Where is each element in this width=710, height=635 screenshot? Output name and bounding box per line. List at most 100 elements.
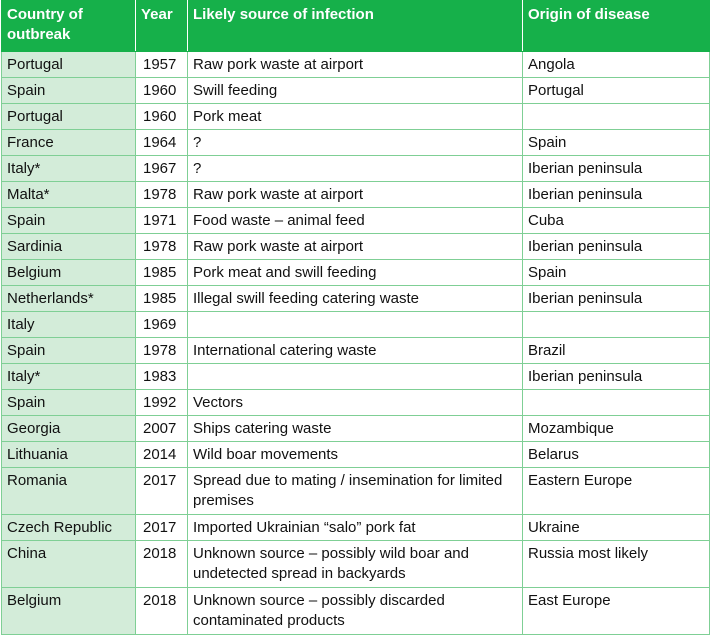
cell-source: ? bbox=[187, 155, 523, 182]
cell-origin: Eastern Europe bbox=[522, 467, 710, 515]
cell-source: Food waste – animal feed bbox=[187, 207, 523, 234]
table-row: Lithuania 2014 Wild boar movements Belarus bbox=[1, 441, 710, 468]
cell-country: Spain bbox=[1, 207, 136, 234]
cell-year: 1985 bbox=[135, 259, 188, 286]
cell-origin: Angola bbox=[522, 51, 710, 78]
cell-origin: Iberian peninsula bbox=[522, 155, 710, 182]
cell-origin: Iberian peninsula bbox=[522, 363, 710, 390]
cell-country: Belgium bbox=[1, 259, 136, 286]
cell-year: 1960 bbox=[135, 103, 188, 130]
table-row: France 1964? Spain bbox=[1, 129, 710, 156]
cell-source bbox=[187, 363, 523, 390]
cell-source: Raw pork waste at airport bbox=[187, 233, 523, 260]
cell-country: Spain bbox=[1, 337, 136, 364]
table-row: Netherlands* 1985 Illegal swill feeding ca… bbox=[1, 285, 710, 312]
cell-country: Italy bbox=[1, 311, 136, 338]
cell-source: Pork meat and swill feeding bbox=[187, 259, 523, 286]
cell-year: 1969 bbox=[135, 311, 188, 338]
cell-source: Raw pork waste at airport bbox=[187, 51, 523, 78]
cell-year: 1978 bbox=[135, 233, 188, 260]
cell-country: Portugal bbox=[1, 103, 136, 130]
cell-year: 2007 bbox=[135, 415, 188, 442]
header-country: Country of outbreak bbox=[1, 0, 136, 52]
cell-source: Wild boar movements bbox=[187, 441, 523, 468]
cell-year: 1978 bbox=[135, 337, 188, 364]
cell-origin: Belarus bbox=[522, 441, 710, 468]
table-row: Italy* 1983 Iberian peninsula bbox=[1, 363, 710, 390]
cell-year: 1957 bbox=[135, 51, 188, 78]
table-row: Portugal 1957 Raw pork waste at airport Ang… bbox=[1, 51, 710, 78]
table-header: Country of outbreak Year Likely source o… bbox=[1, 0, 710, 52]
cell-source: Unknown source – possibly discarded cont… bbox=[187, 587, 523, 635]
header-source: Likely source of infection bbox=[187, 0, 523, 52]
cell-country: Malta* bbox=[1, 181, 136, 208]
cell-source: Vectors bbox=[187, 389, 523, 416]
header-row: Country of outbreak Year Likely source o… bbox=[1, 0, 710, 52]
cell-year: 1985 bbox=[135, 285, 188, 312]
cell-year: 2018 bbox=[135, 540, 188, 588]
table-row: Czech Republic 2017 Imported Ukrainian “sa… bbox=[1, 514, 710, 541]
cell-origin: Iberian peninsula bbox=[522, 233, 710, 260]
cell-source: Swill feeding bbox=[187, 77, 523, 104]
cell-source: Raw pork waste at airport bbox=[187, 181, 523, 208]
cell-origin bbox=[522, 389, 710, 416]
cell-country: Sardinia bbox=[1, 233, 136, 260]
cell-origin bbox=[522, 311, 710, 338]
cell-origin: Cuba bbox=[522, 207, 710, 234]
cell-origin: Iberian peninsula bbox=[522, 285, 710, 312]
cell-year: 1978 bbox=[135, 181, 188, 208]
cell-year: 1964 bbox=[135, 129, 188, 156]
table-body: Portugal 1957 Raw pork waste at airport Ang… bbox=[1, 51, 710, 635]
cell-country: Romania bbox=[1, 467, 136, 515]
table-row: Sardinia 1978 Raw pork waste at airport Ibe… bbox=[1, 233, 710, 260]
cell-year: 2017 bbox=[135, 467, 188, 515]
cell-origin: Russia most likely bbox=[522, 540, 710, 588]
cell-origin: Portugal bbox=[522, 77, 710, 104]
cell-origin: Brazil bbox=[522, 337, 710, 364]
cell-origin: Ukraine bbox=[522, 514, 710, 541]
cell-source: Imported Ukrainian “salo” pork fat bbox=[187, 514, 523, 541]
cell-country: France bbox=[1, 129, 136, 156]
cell-country: Belgium bbox=[1, 587, 136, 635]
cell-year: 1960 bbox=[135, 77, 188, 104]
cell-source: International catering waste bbox=[187, 337, 523, 364]
cell-country: Spain bbox=[1, 77, 136, 104]
cell-origin: Spain bbox=[522, 129, 710, 156]
cell-country: Portugal bbox=[1, 51, 136, 78]
cell-source bbox=[187, 311, 523, 338]
table-row: Italy* 1967? Iberian peninsula bbox=[1, 155, 710, 182]
table-row: Portugal 1960 Pork meat bbox=[1, 103, 710, 130]
cell-year: 2018 bbox=[135, 587, 188, 635]
cell-year: 1971 bbox=[135, 207, 188, 234]
cell-year: 1992 bbox=[135, 389, 188, 416]
cell-origin: Iberian peninsula bbox=[522, 181, 710, 208]
table-row: Belgium 1985 Pork meat and swill feeding Sp… bbox=[1, 259, 710, 286]
cell-country: Georgia bbox=[1, 415, 136, 442]
cell-country: Czech Republic bbox=[1, 514, 136, 541]
cell-year: 2014 bbox=[135, 441, 188, 468]
cell-year: 2017 bbox=[135, 514, 188, 541]
cell-source: Ships catering waste bbox=[187, 415, 523, 442]
table-row: Belgium 2018 Unknown source – possibly dis… bbox=[1, 587, 710, 635]
cell-country: Netherlands* bbox=[1, 285, 136, 312]
cell-origin bbox=[522, 103, 710, 130]
cell-country: China bbox=[1, 540, 136, 588]
cell-source: Unknown source – possibly wild boar and … bbox=[187, 540, 523, 588]
table-row: Spain 1992 Vectors bbox=[1, 389, 710, 416]
cell-origin: Spain bbox=[522, 259, 710, 286]
table-row: Spain 1971 Food waste – animal feed Cuba bbox=[1, 207, 710, 234]
cell-origin: East Europe bbox=[522, 587, 710, 635]
header-origin: Origin of disease bbox=[522, 0, 710, 52]
cell-country: Italy* bbox=[1, 155, 136, 182]
cell-source: Pork meat bbox=[187, 103, 523, 130]
cell-country: Lithuania bbox=[1, 441, 136, 468]
cell-country: Italy* bbox=[1, 363, 136, 390]
table-row: Romania 2017 Spread due to mating / insemi… bbox=[1, 467, 710, 515]
cell-origin: Mozambique bbox=[522, 415, 710, 442]
header-year: Year bbox=[135, 0, 188, 52]
cell-country: Spain bbox=[1, 389, 136, 416]
cell-source: ? bbox=[187, 129, 523, 156]
table-row: Spain 1978 International catering waste Bra… bbox=[1, 337, 710, 364]
table-row: Spain 1960 Swill feeding Portugal bbox=[1, 77, 710, 104]
